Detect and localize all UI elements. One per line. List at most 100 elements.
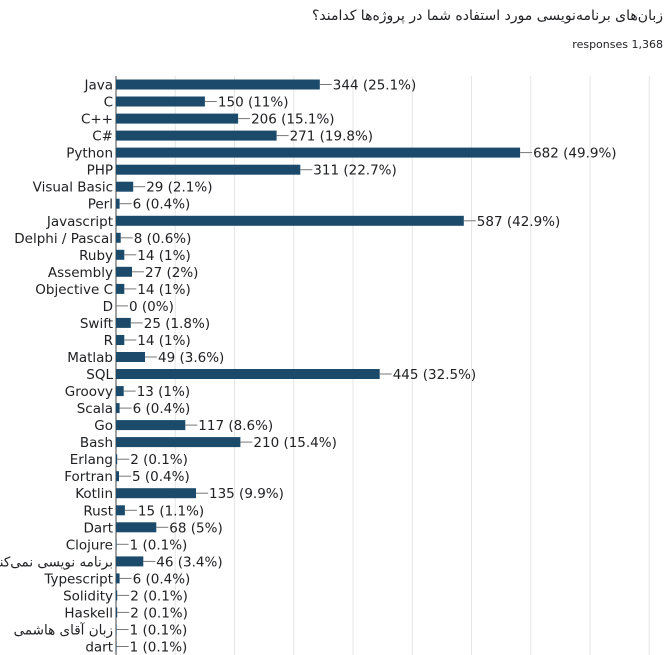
category-label: Visual Basic — [33, 180, 113, 196]
category-label: Fortran — [64, 469, 113, 485]
bar — [116, 641, 117, 652]
value-label: 49 (3.6%) — [158, 350, 224, 366]
category-label: R — [104, 333, 113, 349]
bar — [116, 624, 117, 635]
bar — [116, 369, 380, 379]
value-label: 1 (0.1%) — [130, 537, 188, 553]
value-label: 8 (0.6%) — [134, 231, 192, 247]
bar — [116, 283, 125, 294]
value-label: 6 (0.4%) — [133, 197, 191, 213]
bar — [116, 556, 144, 567]
category-label: SQL — [86, 367, 113, 383]
value-label: 2 (0.1%) — [130, 605, 188, 621]
category-label: زبان آقای هاشمی — [14, 622, 113, 639]
category-label: Erlang — [70, 452, 113, 468]
category-label: Clojure — [66, 537, 113, 553]
category-label: Perl — [88, 197, 113, 213]
value-label: 46 (3.4%) — [156, 554, 222, 570]
value-label: 27 (2%) — [145, 265, 198, 281]
value-label: 14 (1%) — [137, 282, 190, 298]
bar — [116, 386, 124, 397]
category-label: Javascript — [46, 214, 113, 230]
category-label: Solidity — [63, 588, 113, 604]
category-label: Bash — [80, 435, 113, 451]
category-label: C++ — [81, 112, 113, 128]
value-label: 25 (1.8%) — [144, 316, 210, 332]
label-layer: 344 (25.1%) Java 150 (11%) C 206 (15.1%) C++ 2… — [0, 78, 617, 655]
value-label: 29 (2.1%) — [146, 180, 212, 196]
category-label: Swift — [80, 316, 113, 332]
value-label: 210 (15.4%) — [253, 435, 336, 451]
bar — [116, 232, 121, 243]
bar — [116, 403, 120, 414]
bar — [116, 113, 239, 124]
category-label: Dart — [83, 520, 113, 536]
value-label: 6 (0.4%) — [133, 571, 191, 587]
bar — [116, 573, 120, 584]
category-label: Scala — [77, 401, 113, 417]
category-label: Kotlin — [75, 486, 113, 502]
category-label: Delphi / Pascal — [14, 231, 113, 247]
value-label: 14 (1%) — [137, 248, 190, 264]
value-label: 271 (19.8%) — [290, 129, 373, 145]
category-label: برنامه نویسی نمی‌کنم — [0, 554, 113, 570]
value-label: 344 (25.1%) — [333, 78, 416, 94]
value-label: 135 (9.9%) — [209, 486, 284, 502]
question-title: زبان‌های برنامه‌نویسی مورد استفاده شما د… — [311, 8, 663, 24]
bar — [116, 607, 118, 618]
value-label: 1 (0.1%) — [130, 640, 188, 655]
value-label: 5 (0.4%) — [132, 469, 190, 485]
bar — [116, 96, 205, 107]
category-label: Java — [83, 78, 113, 94]
bar — [116, 147, 521, 158]
category-label: Ruby — [79, 248, 113, 264]
value-label: 587 (42.9%) — [477, 214, 560, 230]
bar — [116, 317, 131, 328]
bar — [116, 539, 117, 550]
value-label: 1 (0.1%) — [130, 623, 188, 639]
value-label: 68 (5%) — [169, 520, 222, 536]
bar — [116, 181, 134, 192]
bar — [116, 266, 132, 277]
bar — [116, 352, 145, 362]
category-label: Haskell — [64, 605, 113, 621]
category-label: Rust — [83, 503, 113, 519]
bar — [116, 437, 241, 448]
category-label: D — [103, 299, 113, 315]
value-label: 117 (8.6%) — [198, 418, 273, 434]
value-label: 445 (32.5%) — [393, 367, 476, 383]
bar — [116, 590, 118, 601]
category-label: C — [104, 95, 113, 111]
category-label: Matlab — [67, 350, 113, 366]
bar — [116, 488, 196, 499]
bar-layer — [116, 79, 521, 652]
bar — [116, 505, 125, 516]
category-label: Objective C — [35, 282, 113, 298]
bar — [116, 471, 119, 482]
value-label: 2 (0.1%) — [130, 588, 188, 604]
value-label: 150 (11%) — [218, 95, 289, 111]
category-label: PHP — [87, 163, 113, 179]
bar — [116, 130, 277, 141]
category-label: Groovy — [65, 384, 113, 400]
value-label: 311 (22.7%) — [313, 163, 396, 179]
value-label: 14 (1%) — [137, 333, 190, 349]
value-label: 682 (49.9%) — [533, 146, 616, 162]
bar — [116, 454, 118, 465]
value-label: 15 (1.1%) — [138, 503, 204, 519]
category-label: Python — [66, 146, 113, 162]
bar — [116, 249, 125, 260]
value-label: 0 (0%) — [129, 299, 174, 315]
bar — [116, 215, 464, 226]
value-label: 6 (0.4%) — [133, 401, 191, 417]
bar — [116, 198, 120, 209]
category-label: dart — [85, 640, 113, 655]
bar — [116, 420, 186, 431]
category-label: C# — [92, 129, 113, 145]
category-label: Typescript — [43, 571, 113, 587]
response-count: 1,368 responses — [572, 38, 663, 51]
value-label: 206 (15.1%) — [251, 112, 334, 128]
bar — [116, 79, 320, 90]
category-label: Go — [94, 418, 113, 434]
